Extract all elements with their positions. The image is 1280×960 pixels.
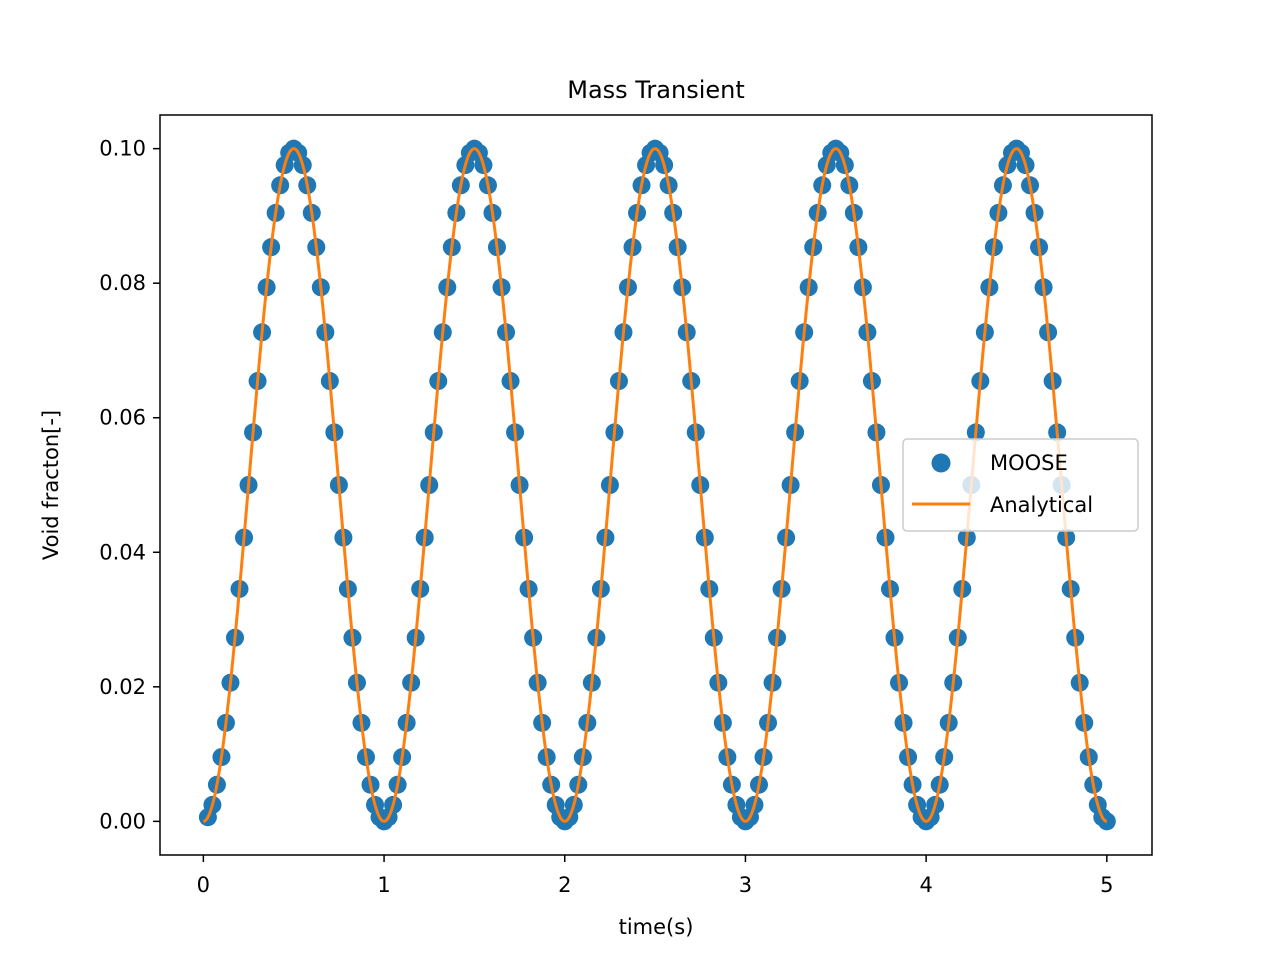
y-tick-label: 0.06 [99, 406, 146, 430]
legend-box [902, 438, 1139, 532]
y-tick-label: 0.02 [99, 675, 146, 699]
y-tick-label: 0.04 [99, 540, 146, 564]
x-tick-label: 0 [197, 873, 210, 897]
plot-area [198, 139, 1116, 831]
legend-analytical-label: Analytical [990, 493, 1093, 517]
x-tick-label: 1 [377, 873, 390, 897]
y-tick-label: 0.10 [99, 137, 146, 161]
x-tick-label: 2 [558, 873, 571, 897]
y-axis: 0.00 0.02 0.04 0.06 0.08 0.10 [99, 137, 160, 833]
x-tick-label: 5 [1100, 873, 1113, 897]
plot-frame [159, 114, 1153, 856]
legend-moose-marker [931, 453, 951, 473]
x-axis: 0 1 2 3 4 5 [197, 855, 1114, 897]
x-tick-label: 4 [919, 873, 932, 897]
analytical-line [203, 147, 1108, 823]
analytical-series-layer [203, 147, 1108, 823]
x-axis-label: time(s) [619, 915, 694, 939]
x-tick-label: 3 [739, 873, 752, 897]
legend-moose-label: MOOSE [990, 451, 1068, 475]
y-tick-label: 0.08 [99, 271, 146, 295]
chart-title: Mass Transient [567, 76, 745, 104]
y-axis-label: Void fracton[-] [39, 410, 63, 560]
y-tick-label: 0.00 [99, 809, 146, 833]
legend: MOOSE Analytical [902, 438, 1139, 532]
